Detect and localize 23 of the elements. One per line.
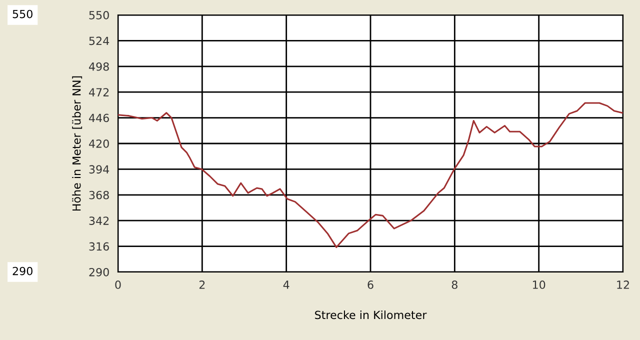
- y-tick-label: 498: [89, 62, 109, 71]
- y-axis-title: Höhe in Meter [über NN]: [72, 76, 82, 211]
- line-series: [118, 102, 623, 248]
- x-tick-label: 12: [617, 280, 629, 289]
- y-tick-label: 342: [89, 216, 109, 225]
- x-tick-label: 6: [368, 280, 374, 289]
- y-tick-label: 368: [89, 190, 109, 200]
- y-tick-label: 316: [89, 242, 109, 251]
- y-tick-label: 446: [89, 114, 109, 122]
- text: 550: [12, 10, 32, 18]
- x-tick-label: 8: [452, 280, 458, 289]
- x-axis-title: Strecke in Kilometer: [315, 310, 427, 320]
- y-tick-label: 472: [89, 88, 109, 96]
- x-tick-label: 10: [532, 280, 546, 289]
- y-tick-label: 524: [89, 36, 110, 46]
- y-tick-label: 550: [89, 10, 109, 20]
- y-tick-label: 420: [89, 139, 109, 148]
- text: 290: [12, 266, 32, 276]
- x-tick-label: 2: [199, 280, 205, 289]
- y-tick-label: 394: [89, 165, 110, 174]
- x-tick-label: 0: [115, 280, 121, 289]
- y-tick-label: 290: [89, 268, 109, 276]
- x-tick-label: 4: [283, 280, 290, 289]
